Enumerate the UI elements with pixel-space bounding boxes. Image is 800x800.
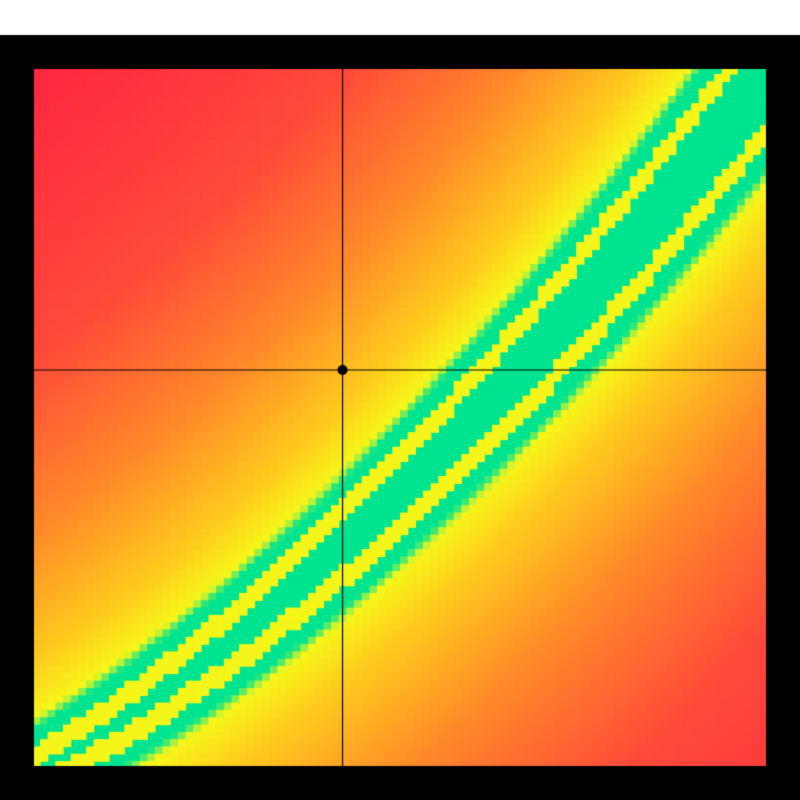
heatmap-canvas — [0, 0, 800, 800]
chart-frame — [0, 0, 800, 800]
